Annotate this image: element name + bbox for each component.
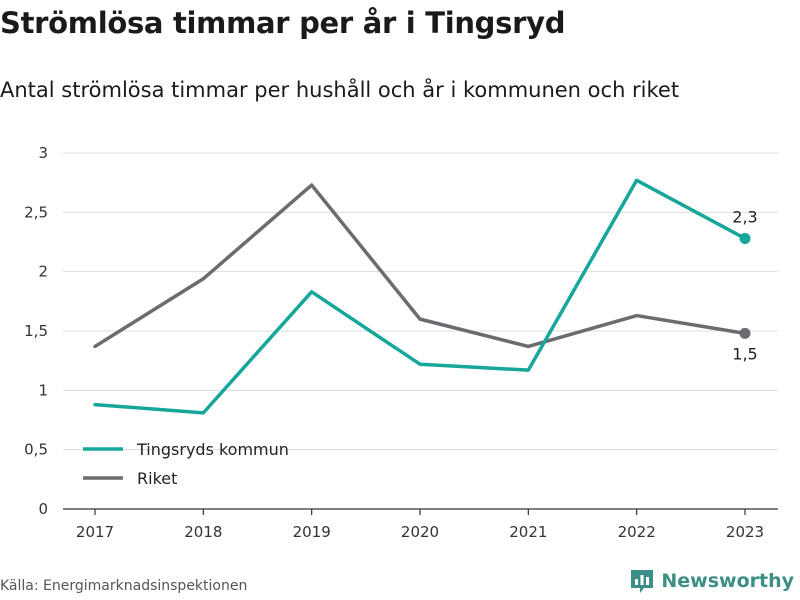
series-end-point-riket — [739, 327, 751, 339]
x-tick-label: 2022 — [618, 523, 656, 541]
x-tick-label: 2020 — [401, 523, 439, 541]
axes: 0 0,5 1 1,5 2 2,5 3 2017 2018 2019 2020 2021 2022 202… — [24, 144, 778, 541]
y-tick-label: 3 — [38, 144, 48, 162]
y-tick-label: 2,5 — [24, 203, 48, 221]
legend-label: Tingsryds kommun — [136, 440, 289, 459]
y-tick-label: 2 — [38, 263, 48, 281]
y-tick-label: 1 — [38, 381, 48, 399]
series-lines — [93, 178, 751, 415]
data-labels: 1,5 2,3 — [732, 207, 757, 363]
x-tick-label: 2019 — [293, 523, 331, 541]
brand-logo: Newsworthy — [629, 568, 794, 594]
series-line-riket — [93, 183, 747, 349]
x-tick-label: 2018 — [184, 523, 222, 541]
newsworthy-logo-icon — [631, 570, 654, 593]
series-end-point-tingsryd — [739, 232, 751, 244]
chart-subtitle: Antal strömlösa timmar per hushåll och å… — [0, 78, 680, 102]
y-tick-label: 0 — [38, 500, 48, 518]
x-tick-label: 2017 — [76, 523, 114, 541]
end-value-label-tingsryd: 2,3 — [732, 207, 757, 226]
legend: Tingsryds kommun Riket — [83, 440, 289, 488]
x-tick-label: 2021 — [509, 523, 547, 541]
source-text: Källa: Energimarknadsinspektionen — [0, 578, 248, 594]
chart-title: Strömlösa timmar per år i Tingsryd — [0, 6, 566, 40]
x-tick-label: 2023 — [726, 523, 764, 541]
y-tick-label: 0,5 — [24, 441, 48, 459]
legend-label: Riket — [137, 469, 177, 488]
series-line-tingsryd — [93, 178, 747, 415]
brand-name: Newsworthy — [661, 570, 794, 592]
end-value-label-riket: 1,5 — [732, 344, 757, 363]
y-tick-label: 1,5 — [24, 322, 48, 340]
grid-lines — [63, 152, 778, 451]
